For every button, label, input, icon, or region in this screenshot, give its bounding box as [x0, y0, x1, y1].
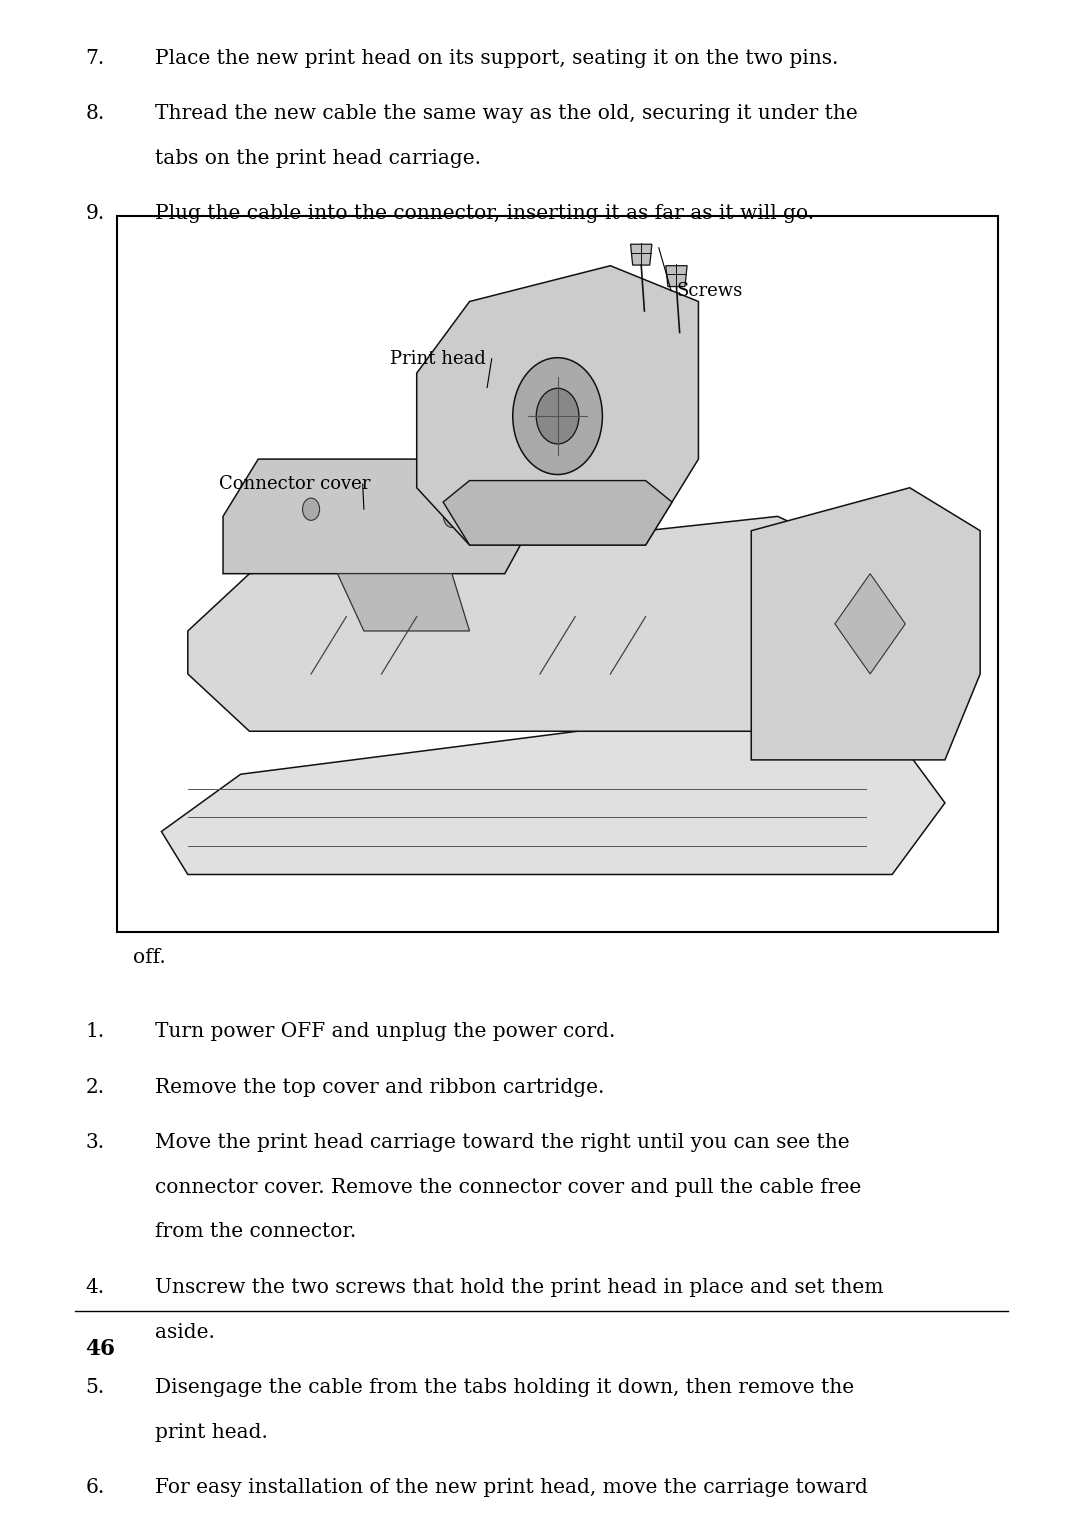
Text: Print head: Print head [390, 350, 486, 368]
Text: connector cover. Remove the connector cover and pull the cable free: connector cover. Remove the connector co… [154, 1177, 861, 1197]
Text: Move the print head carriage toward the right until you can see the: Move the print head carriage toward the … [154, 1133, 849, 1153]
Polygon shape [443, 481, 672, 545]
Polygon shape [631, 245, 652, 265]
Polygon shape [161, 689, 945, 875]
Text: 6.: 6. [85, 1478, 105, 1497]
Text: Place the new print head on its support, seating it on the two pins.: Place the new print head on its support,… [154, 49, 838, 67]
Text: Plug the cable into the connector, inserting it as far as it will go.: Plug the cable into the connector, inser… [154, 204, 814, 224]
Circle shape [513, 357, 603, 475]
Text: Thread the new cable the same way as the old, securing it under the: Thread the new cable the same way as the… [154, 105, 858, 123]
Text: Disengage the cable from the tabs holding it down, then remove the: Disengage the cable from the tabs holdin… [154, 1378, 854, 1398]
Circle shape [537, 388, 579, 444]
Text: 5.: 5. [85, 1378, 105, 1398]
Text: 3.: 3. [85, 1133, 105, 1153]
Text: For easy installation of the new print head, move the carriage toward: For easy installation of the new print h… [154, 1478, 867, 1497]
Text: Remove the top cover and ribbon cartridge.: Remove the top cover and ribbon cartridg… [154, 1078, 604, 1097]
Circle shape [302, 497, 320, 520]
Text: tabs on the print head carriage.: tabs on the print head carriage. [154, 149, 481, 167]
Polygon shape [752, 488, 981, 760]
Polygon shape [665, 266, 687, 286]
Text: Turn power OFF and unplug the power cord.: Turn power OFF and unplug the power cord… [154, 1022, 616, 1042]
Polygon shape [188, 517, 839, 732]
Text: 4.: 4. [85, 1278, 105, 1297]
Text: 8.: 8. [85, 105, 105, 123]
Text: 46: 46 [85, 1338, 116, 1360]
Polygon shape [224, 459, 540, 573]
Text: 7.: 7. [85, 49, 105, 67]
Text: off.: off. [134, 949, 166, 967]
Text: Connector cover: Connector cover [218, 475, 370, 493]
Text: print head.: print head. [154, 1422, 268, 1442]
Circle shape [444, 505, 460, 528]
Text: Screws: Screws [676, 281, 743, 300]
Text: 1.: 1. [85, 1022, 105, 1042]
Text: from the connector.: from the connector. [154, 1223, 356, 1241]
Text: 2.: 2. [85, 1078, 105, 1097]
Polygon shape [835, 573, 905, 674]
FancyBboxPatch shape [118, 216, 998, 932]
Polygon shape [417, 266, 699, 545]
Text: aside.: aside. [154, 1323, 215, 1342]
Text: Unscrew the two screws that hold the print head in place and set them: Unscrew the two screws that hold the pri… [154, 1278, 883, 1297]
Polygon shape [337, 573, 470, 631]
Text: 9.: 9. [85, 204, 105, 224]
